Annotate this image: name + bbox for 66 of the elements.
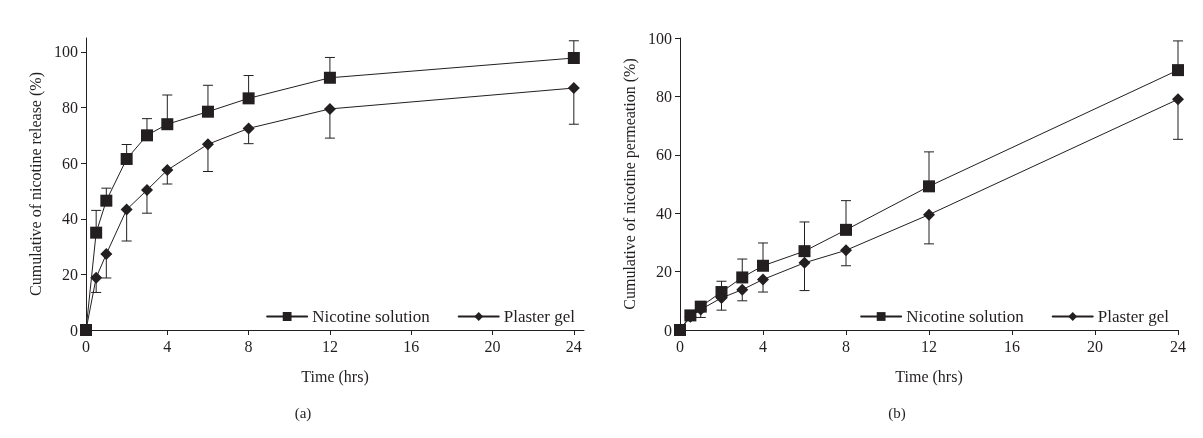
point <box>120 203 133 216</box>
x-tick-label: 16 <box>1004 337 1020 355</box>
x-axis-title: Time (hrs) <box>895 367 963 386</box>
point <box>1172 64 1184 77</box>
x-tick-label: 24 <box>565 337 582 355</box>
x-axis-title: Time (hrs) <box>301 367 369 386</box>
point <box>90 226 103 239</box>
y-tick-label: 0 <box>664 321 672 339</box>
y-tick-label: 20 <box>62 265 78 283</box>
point <box>567 52 580 65</box>
legend-label: Nicotine solution <box>312 307 431 326</box>
y-tick-label: 100 <box>54 43 78 61</box>
point <box>798 256 811 269</box>
point <box>242 122 255 135</box>
text: (a) <box>294 404 312 422</box>
y-axis-title: Cumulative of nicotine permeation (%) <box>620 58 639 310</box>
x-tick-label: 8 <box>244 337 253 355</box>
legend-label: Plaster gel <box>1097 307 1170 326</box>
point <box>798 245 811 258</box>
point <box>323 102 336 115</box>
point <box>840 223 852 236</box>
x-tick-label: 24 <box>1170 337 1186 355</box>
point <box>757 273 769 286</box>
point <box>140 184 153 197</box>
legend-label: Nicotine solution <box>906 307 1025 326</box>
point <box>161 164 174 177</box>
y-tick-label: 0 <box>70 321 78 339</box>
point <box>923 180 935 193</box>
x-tick-label: 4 <box>759 337 767 355</box>
y-tick-label: 80 <box>656 87 672 105</box>
point <box>323 71 336 84</box>
x-tick-label: 16 <box>403 337 420 355</box>
y-tick-label: 40 <box>656 204 672 222</box>
y-tick-label: 60 <box>656 146 672 164</box>
point <box>201 138 214 151</box>
point <box>736 271 749 284</box>
x-tick-label: 0 <box>676 337 684 355</box>
y-tick-label: 60 <box>62 154 78 172</box>
point <box>923 208 935 221</box>
point <box>161 118 174 131</box>
legend-label: Plaster gel <box>503 307 576 326</box>
x-tick-label: 12 <box>921 337 937 355</box>
y-tick-label: 40 <box>62 210 78 228</box>
x-tick-label: 20 <box>1087 337 1103 355</box>
x-tick-label: 0 <box>82 337 90 355</box>
y-tick-label: 80 <box>62 99 78 117</box>
x-tick-label: 12 <box>321 337 338 355</box>
point <box>120 152 133 165</box>
y-tick-label: 100 <box>648 29 672 47</box>
point <box>1172 93 1184 106</box>
text: (b) <box>888 404 906 422</box>
x-tick-label: 8 <box>842 337 850 355</box>
point <box>100 248 113 261</box>
point <box>201 105 214 118</box>
point <box>140 129 153 142</box>
point <box>757 259 769 272</box>
point <box>567 82 580 95</box>
point <box>840 244 852 257</box>
x-tick-label: 4 <box>163 337 172 355</box>
point <box>90 271 103 284</box>
y-tick-label: 20 <box>656 263 672 281</box>
x-tick-label: 20 <box>484 337 501 355</box>
point <box>736 283 749 296</box>
point <box>242 92 255 105</box>
y-axis-title: Cumulative of nicotine release (%) <box>26 72 45 296</box>
point <box>100 194 113 207</box>
